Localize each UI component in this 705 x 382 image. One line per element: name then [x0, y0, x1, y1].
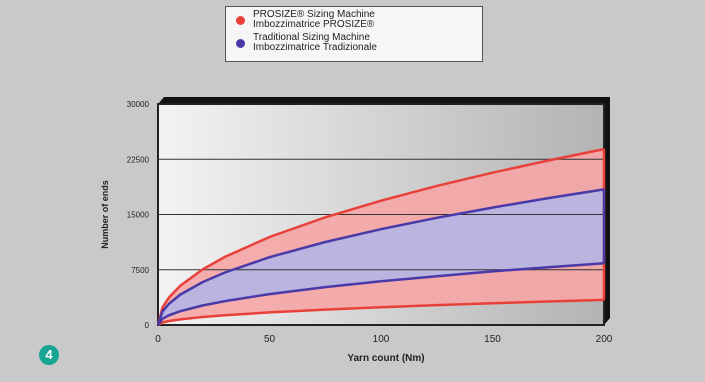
- legend: PROSIZE® Sizing Machine Imbozzimatrice P…: [225, 6, 483, 62]
- legend-label-traditional: Traditional Sizing Machine: [253, 32, 370, 43]
- x-tick-label-0: 0: [155, 334, 161, 345]
- band-series-1: [158, 189, 604, 325]
- legend-entry-traditional: Traditional Sizing Machine Imbozzimatric…: [236, 33, 482, 53]
- x-tick-label-4: 200: [596, 334, 613, 345]
- figure-number-badge: 4: [39, 345, 59, 365]
- x-tick-label-3: 150: [484, 334, 501, 345]
- legend-swatch-traditional: [236, 38, 245, 48]
- legend-entry-prosize: PROSIZE® Sizing Machine Imbozzimatrice P…: [236, 10, 482, 30]
- series-1-lower-line: [156, 261, 605, 326]
- y-tick-label-0: 0: [145, 321, 150, 330]
- y-tick-label-2: 15000: [127, 211, 150, 220]
- x-tick-label-2: 100: [373, 334, 390, 345]
- legend-label-traditional-alt: Imbozzimatrice Tradizionale: [253, 42, 377, 53]
- y-tick-label-1: 7500: [131, 266, 149, 275]
- y-tick-label-3: 22500: [127, 155, 150, 164]
- legend-label-prosize: PROSIZE® Sizing Machine: [253, 9, 375, 20]
- x-axis-label: Yarn count (Nm): [347, 353, 424, 364]
- series-1-upper-line: [156, 188, 605, 326]
- y-tick-label-4: 30000: [127, 100, 150, 109]
- series-0-upper-line: [156, 147, 605, 326]
- y-axis-label: Number of ends: [100, 180, 110, 249]
- series-0-lower-line: [157, 298, 605, 327]
- legend-swatch-prosize: [236, 15, 245, 25]
- x-tick-label-1: 50: [264, 334, 276, 345]
- legend-label-prosize-alt: Imbozzimatrice PROSIZE®: [253, 19, 375, 30]
